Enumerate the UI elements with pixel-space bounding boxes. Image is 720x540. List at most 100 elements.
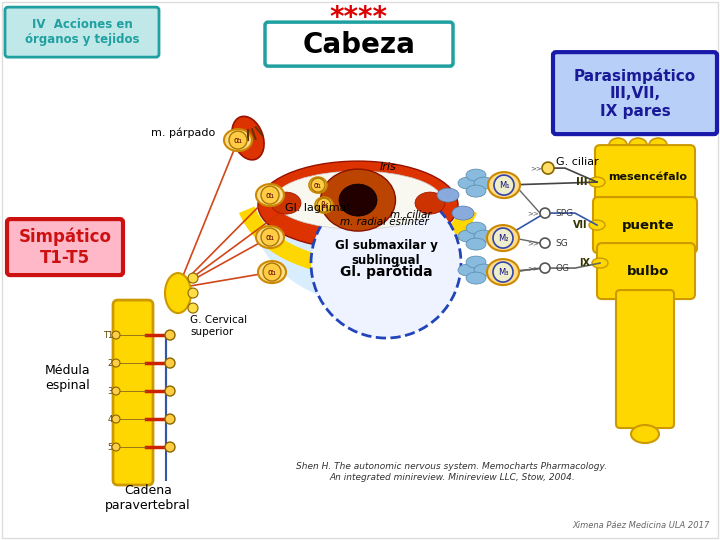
Ellipse shape <box>629 138 647 152</box>
Wedge shape <box>248 190 468 302</box>
Circle shape <box>165 414 175 424</box>
Text: SG: SG <box>555 239 568 247</box>
Ellipse shape <box>458 230 478 242</box>
Circle shape <box>261 186 279 204</box>
Ellipse shape <box>315 197 333 213</box>
Circle shape <box>112 331 120 339</box>
Text: III: III <box>577 177 588 187</box>
Circle shape <box>540 263 550 273</box>
Ellipse shape <box>466 256 486 268</box>
Ellipse shape <box>309 177 327 193</box>
Text: >>: >> <box>527 265 539 271</box>
Text: 2: 2 <box>108 359 113 368</box>
Ellipse shape <box>258 261 286 283</box>
Text: Gl. lagrimal: Gl. lagrimal <box>285 203 350 213</box>
Text: >>: >> <box>527 210 539 216</box>
Ellipse shape <box>466 222 486 234</box>
Text: ****: **** <box>329 4 387 32</box>
Text: Médula
espinal: Médula espinal <box>45 364 91 392</box>
Text: Shen H. The autonomic nervous system. Memocharts Pharmacology.: Shen H. The autonomic nervous system. Me… <box>297 462 608 470</box>
Text: Cabeza: Cabeza <box>302 31 415 59</box>
Ellipse shape <box>258 161 458 249</box>
Circle shape <box>165 386 175 396</box>
FancyBboxPatch shape <box>593 197 697 253</box>
Ellipse shape <box>224 129 252 151</box>
Ellipse shape <box>256 226 284 248</box>
Text: OG: OG <box>555 264 569 273</box>
Ellipse shape <box>631 425 659 443</box>
Ellipse shape <box>474 230 494 242</box>
Text: m. ciliar: m. ciliar <box>390 210 431 220</box>
Text: M₂: M₂ <box>498 234 508 242</box>
Circle shape <box>188 303 198 313</box>
Circle shape <box>317 198 331 212</box>
Circle shape <box>165 330 175 340</box>
Ellipse shape <box>452 206 474 220</box>
Circle shape <box>112 443 120 451</box>
Text: α₁: α₁ <box>266 191 274 200</box>
FancyBboxPatch shape <box>595 145 695 207</box>
Text: bulbo: bulbo <box>627 265 669 278</box>
Text: >>: >> <box>527 240 539 246</box>
Text: SPG: SPG <box>555 208 573 218</box>
Circle shape <box>112 359 120 367</box>
Ellipse shape <box>609 138 627 152</box>
FancyBboxPatch shape <box>265 22 453 66</box>
Text: β₁: β₁ <box>320 200 328 210</box>
FancyBboxPatch shape <box>5 7 159 57</box>
Ellipse shape <box>232 116 264 160</box>
FancyBboxPatch shape <box>616 290 674 428</box>
FancyBboxPatch shape <box>113 300 153 485</box>
Ellipse shape <box>487 259 519 285</box>
Circle shape <box>229 131 247 149</box>
Ellipse shape <box>458 264 478 276</box>
Text: puente: puente <box>621 219 675 232</box>
Text: Gl submaxilar y
sublingual: Gl submaxilar y sublingual <box>335 239 438 267</box>
Circle shape <box>188 288 198 298</box>
Circle shape <box>261 228 279 246</box>
Text: T1: T1 <box>103 330 113 340</box>
Text: G. Cervical
superior: G. Cervical superior <box>190 315 247 336</box>
Ellipse shape <box>466 272 486 284</box>
Text: IV  Acciones en
órganos y tejidos: IV Acciones en órganos y tejidos <box>24 18 139 46</box>
Circle shape <box>542 162 554 174</box>
Circle shape <box>165 358 175 368</box>
Ellipse shape <box>592 258 608 268</box>
Ellipse shape <box>458 177 478 189</box>
Ellipse shape <box>466 238 486 250</box>
Ellipse shape <box>271 192 301 214</box>
Ellipse shape <box>488 172 520 198</box>
Ellipse shape <box>466 185 486 197</box>
Ellipse shape <box>437 188 459 202</box>
Text: VII: VII <box>572 220 587 230</box>
FancyBboxPatch shape <box>7 219 123 275</box>
Text: α₁: α₁ <box>266 233 274 241</box>
FancyBboxPatch shape <box>597 243 695 299</box>
Ellipse shape <box>256 184 284 206</box>
Circle shape <box>540 238 550 248</box>
FancyBboxPatch shape <box>553 52 717 134</box>
Text: Ximena Páez Medicina ULA 2017: Ximena Páez Medicina ULA 2017 <box>572 521 710 530</box>
Text: α₁: α₁ <box>233 136 243 145</box>
Ellipse shape <box>649 138 667 152</box>
Circle shape <box>493 262 513 282</box>
Ellipse shape <box>589 220 605 230</box>
Circle shape <box>540 208 550 218</box>
Text: 5: 5 <box>108 442 113 451</box>
Ellipse shape <box>320 169 395 231</box>
Text: 4: 4 <box>108 415 113 423</box>
Text: IX: IX <box>579 258 590 268</box>
Text: Gl. parótida: Gl. parótida <box>340 265 432 279</box>
Circle shape <box>311 178 325 192</box>
Ellipse shape <box>165 273 191 313</box>
Text: mesencéfalo: mesencéfalo <box>608 172 688 182</box>
Circle shape <box>112 415 120 423</box>
Text: M₃: M₃ <box>498 267 508 276</box>
Text: Cadena
paravertebral: Cadena paravertebral <box>105 484 191 512</box>
Circle shape <box>188 273 198 283</box>
Circle shape <box>493 228 513 248</box>
Circle shape <box>165 442 175 452</box>
Text: Parasimpático
III,VII,
IX pares: Parasimpático III,VII, IX pares <box>574 68 696 118</box>
Ellipse shape <box>274 171 442 229</box>
Text: G. ciliar: G. ciliar <box>556 157 599 167</box>
